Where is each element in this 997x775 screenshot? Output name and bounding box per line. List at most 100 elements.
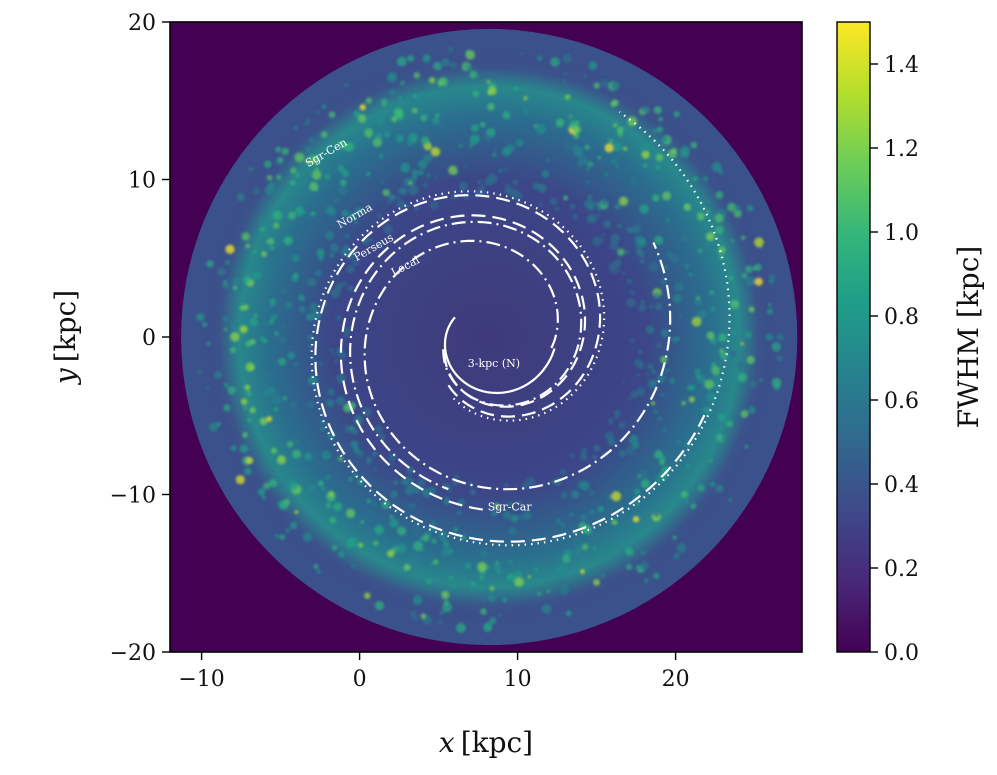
speckle <box>488 86 497 96</box>
speckle <box>597 156 602 160</box>
speckle <box>537 591 542 596</box>
speckle <box>252 249 258 255</box>
speckle <box>522 511 532 521</box>
speckle <box>242 432 248 438</box>
speckle <box>629 338 635 344</box>
speckle <box>403 563 411 572</box>
speckle <box>690 503 696 509</box>
speckle <box>626 298 636 308</box>
speckle <box>372 137 383 148</box>
speckle <box>718 254 724 261</box>
y-tick-label: −20 <box>110 641 156 666</box>
speckle <box>330 243 340 253</box>
speckle <box>420 613 426 619</box>
speckle <box>586 215 595 224</box>
speckle <box>625 563 633 570</box>
speckle <box>441 590 450 600</box>
speckle <box>245 340 252 347</box>
speckle <box>262 223 266 227</box>
speckle <box>707 416 718 427</box>
speckle <box>273 222 280 229</box>
speckle <box>656 343 661 348</box>
speckle <box>538 202 544 207</box>
speckle <box>638 237 647 247</box>
speckle <box>445 496 450 501</box>
speckle <box>245 362 255 372</box>
speckle <box>275 146 282 153</box>
speckle <box>281 147 289 156</box>
speckle <box>312 311 322 321</box>
speckle <box>443 498 450 505</box>
speckle <box>745 265 753 273</box>
speckle <box>570 453 575 459</box>
speckle <box>357 114 367 123</box>
speckle <box>578 155 588 166</box>
speckle <box>321 450 331 460</box>
speckle <box>690 141 698 149</box>
speckle <box>290 167 297 174</box>
speckle <box>381 500 391 510</box>
speckle <box>618 196 629 206</box>
speckle <box>611 519 618 526</box>
speckle <box>230 332 240 342</box>
speckle <box>616 126 624 134</box>
speckle <box>364 592 371 599</box>
speckle <box>611 156 618 163</box>
speckle <box>539 184 545 190</box>
speckle <box>651 128 658 134</box>
speckle <box>715 191 724 199</box>
speckle <box>401 478 408 486</box>
speckle <box>746 204 754 212</box>
speckle <box>278 357 287 366</box>
speckle <box>701 405 712 416</box>
speckle <box>348 212 356 220</box>
speckle <box>640 479 650 489</box>
speckle <box>683 203 692 212</box>
speckle <box>549 197 558 206</box>
speckle <box>302 532 313 542</box>
speckle <box>505 183 510 187</box>
speckle <box>484 134 492 142</box>
speckle <box>274 407 279 412</box>
speckle <box>489 586 495 591</box>
speckle <box>257 488 266 496</box>
speckle <box>711 161 722 172</box>
speckle <box>704 197 712 205</box>
speckle <box>333 359 338 363</box>
speckle <box>329 348 334 353</box>
speckle <box>563 195 569 201</box>
speckle <box>671 148 677 154</box>
speckle <box>502 111 511 120</box>
speckle <box>414 141 422 148</box>
speckle <box>609 263 619 274</box>
speckle <box>243 467 252 476</box>
speckle <box>237 263 244 270</box>
speckle <box>673 553 680 560</box>
speckle <box>364 128 374 138</box>
speckle <box>367 134 371 139</box>
speckle <box>617 223 622 228</box>
speckle <box>611 81 621 90</box>
speckle <box>711 365 721 375</box>
speckle <box>563 141 572 150</box>
speckle <box>329 253 335 258</box>
speckle <box>723 434 728 438</box>
speckle <box>420 114 428 122</box>
speckle <box>525 107 534 117</box>
speckle <box>479 575 484 581</box>
speckle <box>672 535 677 540</box>
speckle <box>610 233 620 244</box>
speckle <box>320 131 328 138</box>
y-axis-ticks: −20 −10 0 10 20 <box>110 11 170 666</box>
speckle <box>480 608 487 615</box>
speckle <box>513 191 523 201</box>
speckle <box>227 386 236 395</box>
speckle <box>681 400 686 406</box>
speckle <box>627 116 637 127</box>
speckle <box>477 562 487 572</box>
x-tick-label: −10 <box>178 667 224 692</box>
speckle <box>741 235 746 240</box>
x-tick-label: 10 <box>504 667 532 692</box>
speckle <box>617 176 622 181</box>
speckle <box>469 70 478 79</box>
